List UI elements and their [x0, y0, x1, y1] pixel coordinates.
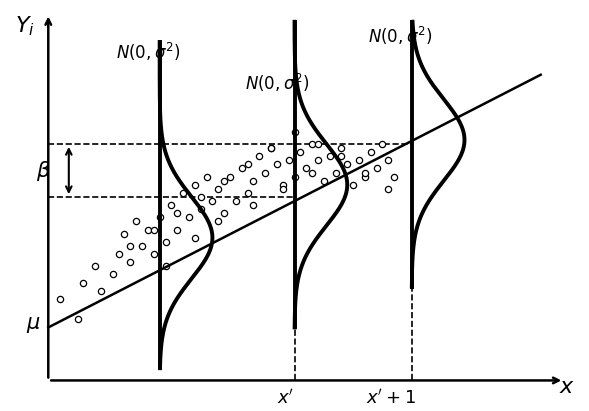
Text: $Y_i$: $Y_i$: [15, 14, 35, 38]
Text: $\beta$: $\beta$: [37, 159, 51, 182]
Text: $\mu$: $\mu$: [27, 315, 41, 335]
Text: $N(0,\sigma^2)$: $N(0,\sigma^2)$: [368, 25, 432, 47]
Text: $N(0,\sigma^2)$: $N(0,\sigma^2)$: [115, 41, 180, 63]
Text: $x^{\prime}+1$: $x^{\prime}+1$: [366, 388, 416, 407]
Text: $x^{\prime}$: $x^{\prime}$: [277, 388, 294, 407]
Text: $N(0,\sigma^2)$: $N(0,\sigma^2)$: [244, 72, 309, 94]
Text: $x$: $x$: [559, 376, 575, 397]
